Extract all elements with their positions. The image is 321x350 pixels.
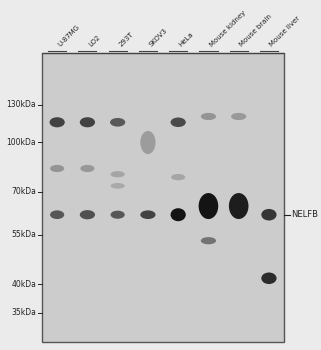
Ellipse shape	[110, 211, 125, 219]
Text: U-87MG: U-87MG	[57, 24, 81, 48]
Ellipse shape	[110, 171, 125, 177]
Ellipse shape	[170, 118, 186, 127]
Ellipse shape	[229, 193, 248, 219]
Ellipse shape	[140, 131, 156, 154]
Text: 55kDa: 55kDa	[11, 230, 36, 239]
Text: 35kDa: 35kDa	[11, 308, 36, 317]
Ellipse shape	[199, 193, 218, 219]
Text: Mouse kidney: Mouse kidney	[208, 9, 247, 48]
Ellipse shape	[80, 117, 95, 127]
Text: 40kDa: 40kDa	[11, 280, 36, 288]
Text: 70kDa: 70kDa	[11, 187, 36, 196]
Ellipse shape	[201, 113, 216, 120]
Ellipse shape	[231, 113, 246, 120]
Ellipse shape	[110, 183, 125, 189]
Ellipse shape	[171, 174, 185, 180]
Ellipse shape	[80, 165, 94, 172]
Ellipse shape	[50, 210, 64, 219]
Ellipse shape	[261, 273, 277, 284]
Ellipse shape	[140, 210, 156, 219]
Text: 130kDa: 130kDa	[6, 100, 36, 110]
Text: Mouse liver: Mouse liver	[269, 15, 301, 48]
Text: SKOV3: SKOV3	[148, 27, 169, 48]
Ellipse shape	[170, 208, 186, 221]
Ellipse shape	[201, 237, 216, 244]
Ellipse shape	[80, 210, 95, 219]
Text: 293T: 293T	[118, 31, 134, 48]
Text: Mouse brain: Mouse brain	[239, 13, 273, 48]
Ellipse shape	[110, 118, 125, 127]
Text: LO2: LO2	[87, 34, 101, 48]
Bar	[42, 53, 284, 342]
Text: NELFB: NELFB	[291, 210, 318, 219]
Ellipse shape	[49, 117, 65, 127]
Text: 100kDa: 100kDa	[6, 138, 36, 147]
Text: HeLa: HeLa	[178, 31, 195, 48]
Ellipse shape	[50, 165, 64, 172]
Ellipse shape	[261, 209, 277, 220]
